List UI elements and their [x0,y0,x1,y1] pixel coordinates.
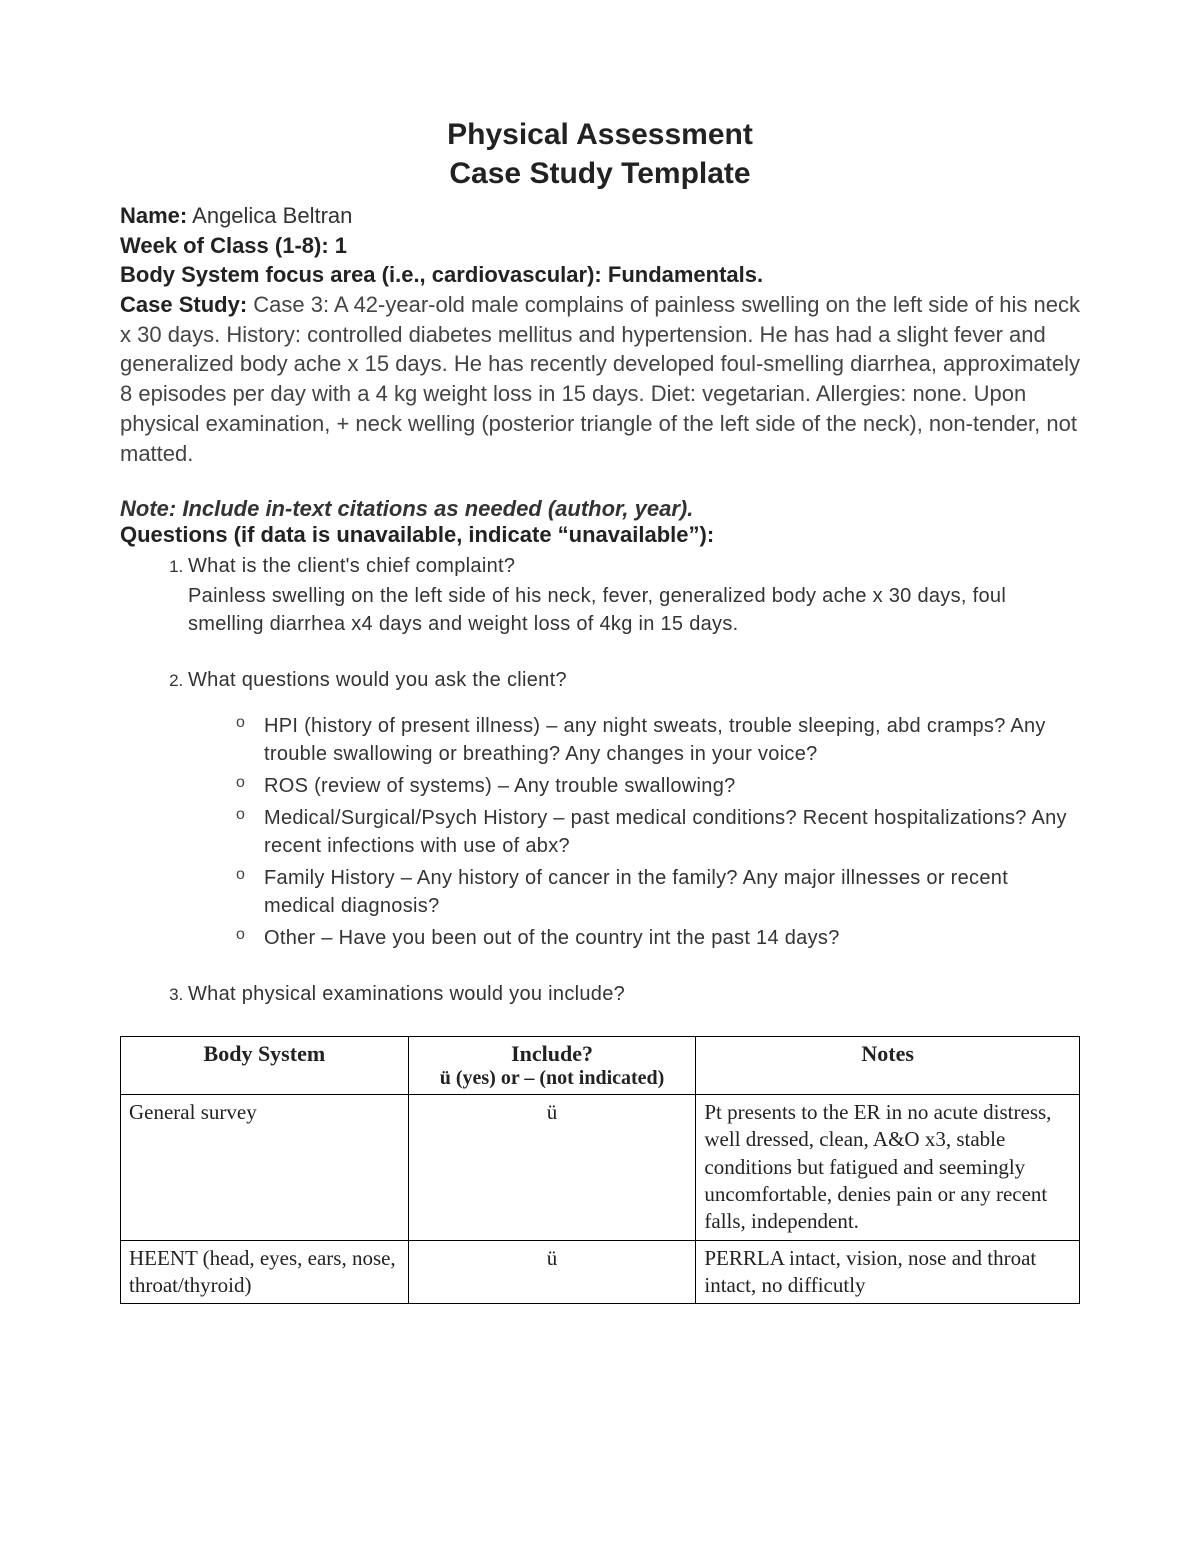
cell-notes-heent: PERRLA intact, vision, nose and throat i… [696,1240,1080,1304]
document-page: Physical Assessment Case Study Template … [0,0,1200,1364]
th-notes: Notes [696,1037,1080,1095]
question-1: What is the client's chief complaint? Pa… [188,552,1080,638]
name-label: Name: [120,203,187,228]
table-row: General survey ü Pt presents to the ER i… [121,1095,1080,1240]
q2-item-hpi: HPI (history of present illness) – any n… [236,712,1080,768]
week-label: Week of Class (1-8): [120,233,329,258]
q2-item-other: Other – Have you been out of the country… [236,924,1080,952]
th-include-main: Include? [511,1041,593,1066]
title-line-2: Case Study Template [449,157,750,190]
cell-notes-general: Pt presents to the ER in no acute distre… [696,1095,1080,1240]
q3-text: What physical examinations would you inc… [188,980,1080,1008]
questions-list: What is the client's chief complaint? Pa… [120,552,1080,1008]
cell-system-heent: HEENT (head, eyes, ears, nose, throat/th… [121,1240,409,1304]
q2-item-ros: ROS (review of systems) – Any trouble sw… [236,772,1080,800]
week-value: 1 [335,233,347,258]
table-row: HEENT (head, eyes, ears, nose, throat/th… [121,1240,1080,1304]
case-label: Case Study: [120,292,247,317]
q2-text: What questions would you ask the client? [188,666,1080,694]
name-line: Name: Angelica Beltran [120,201,1080,231]
th-include-sub: ü (yes) or – (not indicated) [417,1067,688,1090]
focus-line: Body System focus area (i.e., cardiovasc… [120,260,1080,290]
focus-label: Body System focus area (i.e., cardiovasc… [120,262,602,287]
name-value: Angelica Beltran [192,203,352,228]
q2-item-med-history: Medical/Surgical/Psych History – past me… [236,804,1080,860]
doc-title: Physical Assessment Case Study Template [120,115,1080,193]
citation-note: Note: Include in-text citations as neede… [120,496,1080,522]
focus-value: Fundamentals. [608,262,763,287]
table-header-row: Body System Include? ü (yes) or – (not i… [121,1037,1080,1095]
case-text: Case 3: A 42-year-old male complains of … [120,292,1080,465]
cell-include-general: ü [408,1095,696,1240]
cell-system-general: General survey [121,1095,409,1240]
th-body-system: Body System [121,1037,409,1095]
title-line-1: Physical Assessment [447,118,753,151]
cell-include-heent: ü [408,1240,696,1304]
case-study-block: Case Study: Case 3: A 42-year-old male c… [120,290,1080,468]
questions-heading: Questions (if data is unavailable, indic… [120,522,1080,548]
q2-item-family-history: Family History – Any history of cancer i… [236,864,1080,920]
q2-sublist: HPI (history of present illness) – any n… [188,712,1080,952]
question-3: What physical examinations would you inc… [188,980,1080,1008]
q1-answer: Painless swelling on the left side of hi… [188,582,1080,638]
question-2: What questions would you ask the client?… [188,666,1080,952]
exam-table: Body System Include? ü (yes) or – (not i… [120,1036,1080,1304]
week-line: Week of Class (1-8): 1 [120,231,1080,261]
th-include: Include? ü (yes) or – (not indicated) [408,1037,696,1095]
q1-text: What is the client's chief complaint? [188,552,1080,580]
